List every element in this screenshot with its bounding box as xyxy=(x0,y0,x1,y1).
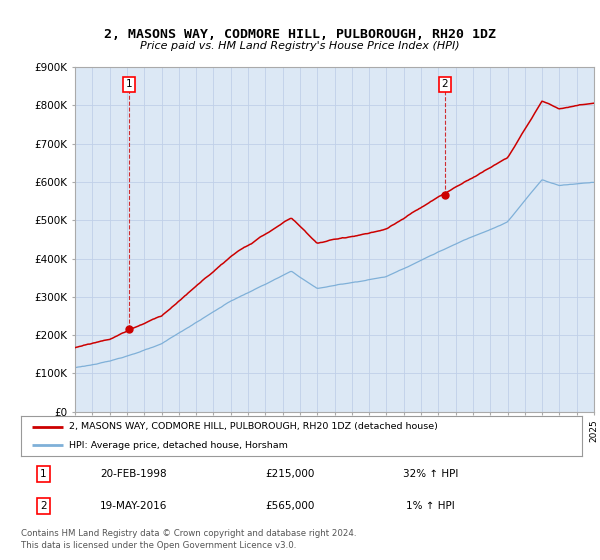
Text: 2: 2 xyxy=(442,80,448,90)
Text: HPI: Average price, detached house, Horsham: HPI: Average price, detached house, Hors… xyxy=(68,441,287,450)
Text: 1% ↑ HPI: 1% ↑ HPI xyxy=(406,501,455,511)
Text: 2: 2 xyxy=(40,501,47,511)
Text: Price paid vs. HM Land Registry's House Price Index (HPI): Price paid vs. HM Land Registry's House … xyxy=(140,41,460,51)
Text: £215,000: £215,000 xyxy=(266,469,315,479)
Text: 20-FEB-1998: 20-FEB-1998 xyxy=(100,469,167,479)
Text: 2, MASONS WAY, CODMORE HILL, PULBOROUGH, RH20 1DZ: 2, MASONS WAY, CODMORE HILL, PULBOROUGH,… xyxy=(104,28,496,41)
Text: Contains HM Land Registry data © Crown copyright and database right 2024.: Contains HM Land Registry data © Crown c… xyxy=(21,530,356,539)
Text: 1: 1 xyxy=(40,469,47,479)
Text: £565,000: £565,000 xyxy=(266,501,315,511)
Text: This data is licensed under the Open Government Licence v3.0.: This data is licensed under the Open Gov… xyxy=(21,541,296,550)
Text: 19-MAY-2016: 19-MAY-2016 xyxy=(100,501,167,511)
Text: 1: 1 xyxy=(126,80,133,90)
Text: 32% ↑ HPI: 32% ↑ HPI xyxy=(403,469,458,479)
Text: 2, MASONS WAY, CODMORE HILL, PULBOROUGH, RH20 1DZ (detached house): 2, MASONS WAY, CODMORE HILL, PULBOROUGH,… xyxy=(68,422,437,431)
